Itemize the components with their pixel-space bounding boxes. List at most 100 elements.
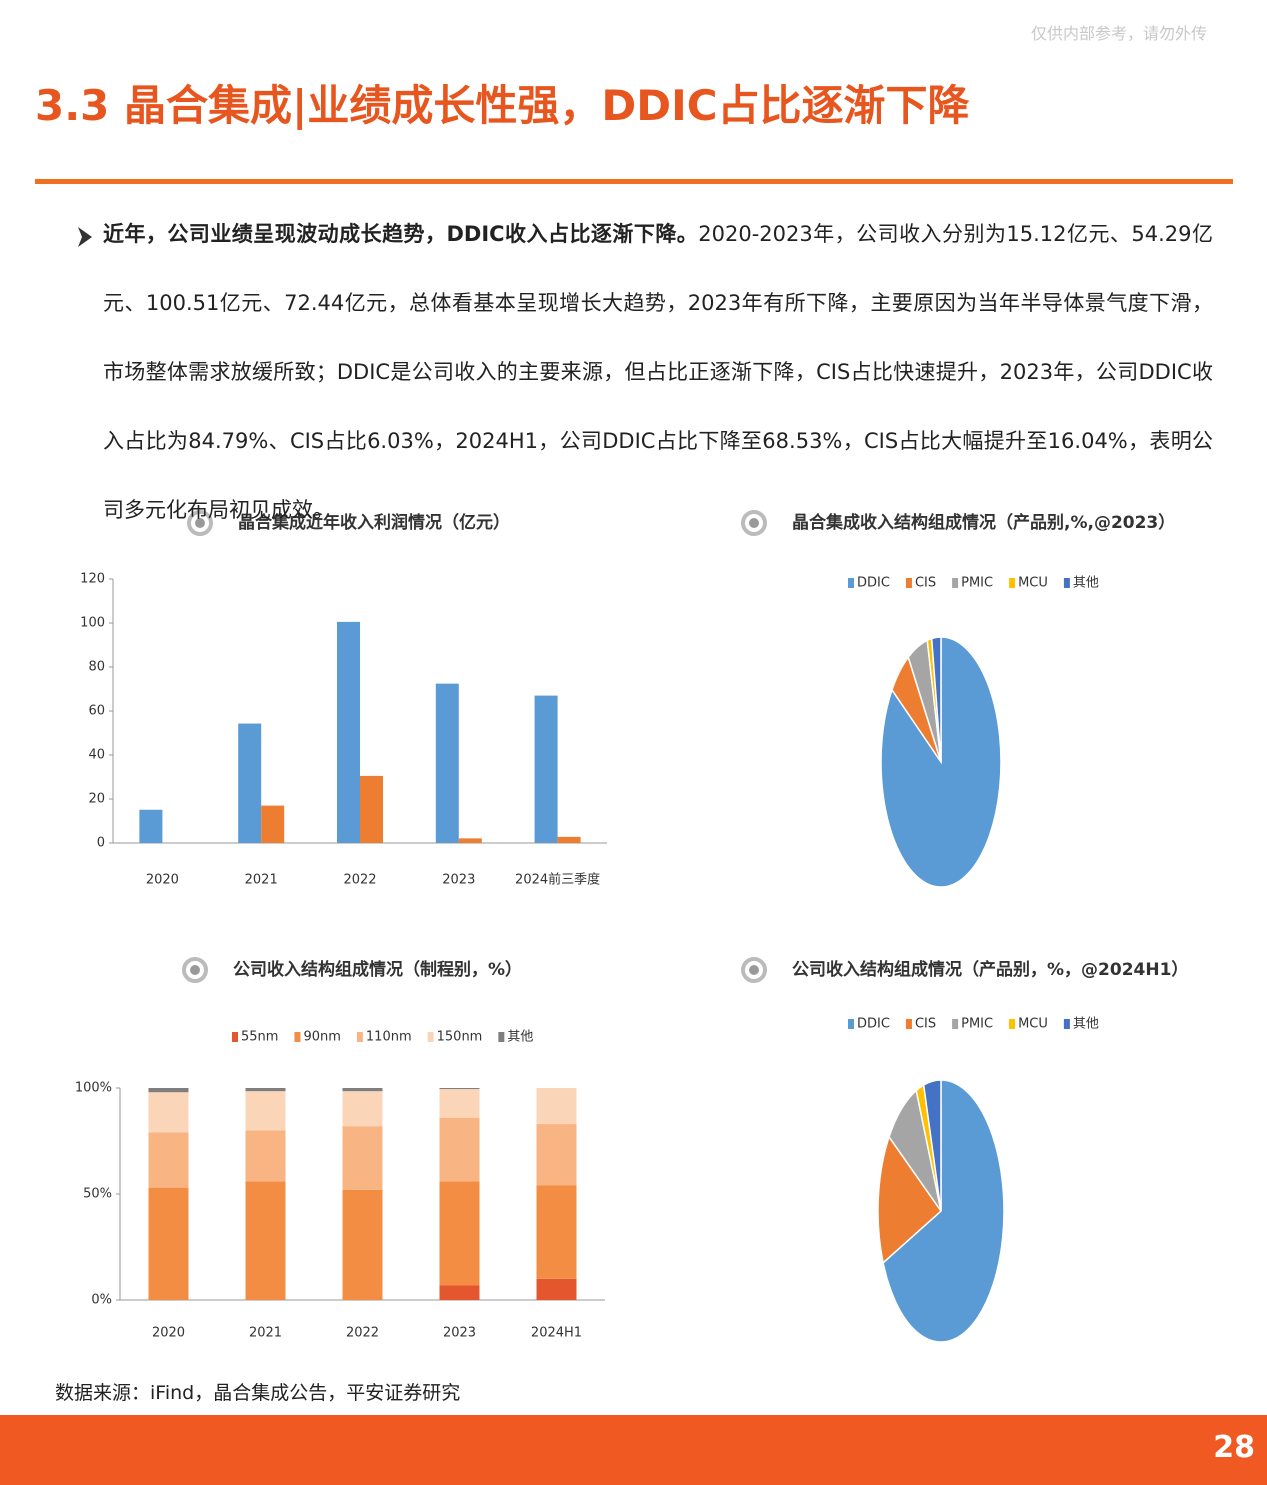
chart-title: 晶合集成近年收入利润情况（亿元） bbox=[238, 512, 510, 533]
x-tick-label: 2022 bbox=[346, 1326, 379, 1341]
bar-segment bbox=[439, 1089, 480, 1118]
bar-segment bbox=[536, 1185, 577, 1279]
watermark: 仅供内部参考，请勿外传 bbox=[1030, 24, 1207, 43]
bar-segment bbox=[245, 1091, 286, 1131]
bar-segment bbox=[148, 1092, 189, 1133]
legend-label: 55nm bbox=[241, 1030, 278, 1045]
legend-label: 110nm bbox=[366, 1030, 412, 1045]
pie-slice bbox=[877, 1135, 942, 1265]
x-tick-label: 2021 bbox=[245, 873, 278, 888]
source: 数据来源：iFind，晶合集成公告，平安证券研究 bbox=[55, 1382, 461, 1404]
bar bbox=[261, 805, 285, 843]
bullet: 近年，公司业绩呈现波动成长趋势，DDIC收入占比逐渐下降。2020-2023年，… bbox=[103, 200, 1213, 545]
legend-swatch bbox=[1009, 578, 1016, 588]
y-tick-label: 0 bbox=[97, 836, 105, 851]
bar-segment bbox=[245, 1130, 286, 1182]
bar-segment bbox=[439, 1181, 480, 1286]
bar bbox=[435, 683, 459, 843]
bullet-text: 2020-2023年，公司收入分别为15.12亿元、54.29亿元、100.51… bbox=[103, 222, 1213, 522]
slide-title: 3.3 晶合集成|业绩成长性强，DDIC占比逐渐下降 bbox=[35, 81, 970, 130]
bar-segment bbox=[342, 1088, 383, 1092]
legend-swatch bbox=[498, 1032, 505, 1042]
y-tick-label: 120 bbox=[80, 572, 105, 587]
x-tick-label: 2024前三季度 bbox=[515, 872, 600, 888]
bar-segment bbox=[536, 1124, 577, 1186]
bar bbox=[534, 695, 558, 843]
bar-segment bbox=[342, 1189, 383, 1300]
legend-label: 150nm bbox=[437, 1030, 483, 1045]
title-icon-dot bbox=[749, 518, 759, 528]
legend-label: PMIC bbox=[961, 576, 993, 591]
legend-swatch bbox=[848, 1019, 854, 1029]
y-tick-label: 80 bbox=[88, 660, 105, 675]
bar bbox=[337, 621, 360, 843]
legend-swatch bbox=[848, 578, 854, 588]
legend-label: PMIC bbox=[961, 1017, 993, 1032]
bar bbox=[139, 809, 163, 843]
bar bbox=[557, 836, 581, 843]
title-icon-dot bbox=[749, 965, 759, 975]
legend-label: CIS bbox=[915, 1017, 936, 1032]
legend-swatch bbox=[1009, 1019, 1016, 1029]
bar-segment bbox=[148, 1088, 189, 1093]
bar-segment bbox=[536, 1278, 577, 1300]
legend-swatch bbox=[232, 1032, 238, 1042]
x-tick-label: 2021 bbox=[249, 1326, 282, 1341]
bar-segment bbox=[148, 1132, 189, 1188]
legend-label: DDIC bbox=[857, 1017, 890, 1032]
title-rule bbox=[35, 179, 1233, 184]
y-tick-label: 60 bbox=[88, 704, 105, 719]
y-tick-label: 50% bbox=[83, 1187, 112, 1202]
pie-slice bbox=[930, 636, 942, 763]
y-tick-label: 0% bbox=[91, 1293, 112, 1308]
footer-bar bbox=[0, 1415, 1267, 1485]
x-tick-label: 2020 bbox=[146, 873, 179, 888]
legend-label: 其他 bbox=[507, 1030, 533, 1045]
legend-swatch bbox=[294, 1032, 301, 1042]
bar bbox=[360, 775, 383, 843]
y-tick-label: 20 bbox=[88, 792, 105, 807]
legend-label: MCU bbox=[1018, 1017, 1048, 1032]
bar-segment bbox=[245, 1088, 286, 1092]
bar-segment bbox=[439, 1088, 480, 1090]
bar-segment bbox=[245, 1181, 286, 1300]
chart-title: 晶合集成收入结构组成情况（产品别,%,@2023） bbox=[792, 512, 1175, 533]
legend-swatch bbox=[427, 1032, 434, 1042]
legend-label: 90nm bbox=[303, 1030, 340, 1045]
bullet-lead: 近年，公司业绩呈现波动成长趋势，DDIC收入占比逐渐下降。 bbox=[103, 222, 699, 246]
chart-title: 公司收入结构组成情况（产品别，%，@2024H1） bbox=[792, 959, 1188, 980]
x-tick-label: 2020 bbox=[152, 1326, 185, 1341]
title-icon-dot bbox=[190, 965, 200, 975]
title-icon-dot bbox=[195, 518, 205, 528]
y-tick-label: 100 bbox=[80, 616, 105, 631]
legend-label: DDIC bbox=[857, 576, 890, 591]
legend-label: 其他 bbox=[1073, 1017, 1099, 1032]
bar-segment bbox=[536, 1088, 577, 1125]
legend-swatch bbox=[905, 578, 912, 588]
x-tick-label: 2022 bbox=[343, 873, 376, 888]
x-tick-label: 2023 bbox=[442, 873, 475, 888]
page-number: 28 bbox=[1213, 1430, 1255, 1465]
bar-segment bbox=[342, 1126, 383, 1190]
y-tick-label: 40 bbox=[88, 748, 105, 763]
x-tick-label: 2023 bbox=[443, 1326, 476, 1341]
bar-segment bbox=[439, 1117, 480, 1182]
bar bbox=[238, 723, 262, 843]
bar-segment bbox=[342, 1091, 383, 1127]
legend-swatch bbox=[905, 1019, 912, 1029]
legend-label: 其他 bbox=[1073, 576, 1099, 591]
pie-slice bbox=[882, 1079, 1005, 1343]
bar bbox=[458, 838, 482, 843]
bar-segment bbox=[148, 1187, 189, 1300]
x-tick-label: 2024H1 bbox=[531, 1326, 582, 1341]
y-tick-label: 100% bbox=[75, 1081, 112, 1096]
legend-swatch bbox=[952, 1019, 959, 1029]
legend-swatch bbox=[1063, 578, 1070, 588]
legend-label: MCU bbox=[1018, 576, 1048, 591]
legend-label: CIS bbox=[915, 576, 936, 591]
chart-title: 公司收入结构组成情况（制程别，%） bbox=[233, 959, 522, 980]
legend-swatch bbox=[356, 1032, 363, 1042]
legend-swatch bbox=[1063, 1019, 1070, 1029]
